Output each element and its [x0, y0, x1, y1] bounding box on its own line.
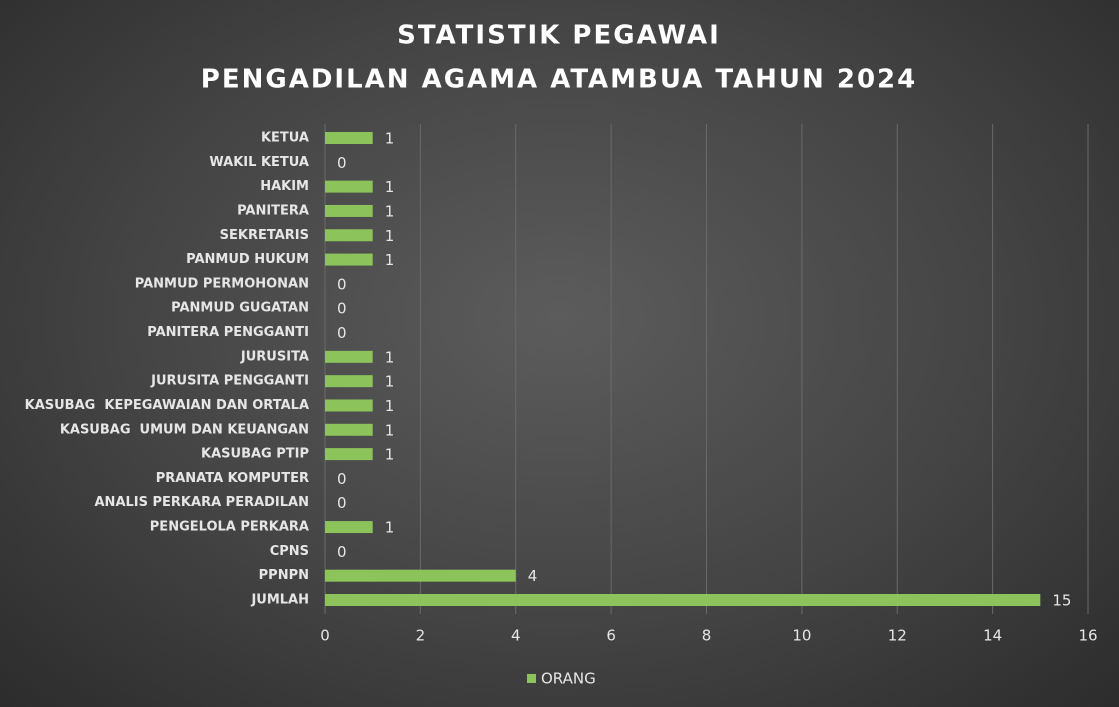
data-label: 1	[385, 251, 395, 269]
y-tick-label: KETUA	[261, 131, 309, 146]
y-tick-label: PRANATA KOMPUTER	[156, 471, 309, 486]
x-tick-label: 4	[511, 627, 521, 645]
bar	[325, 180, 373, 193]
bar	[325, 253, 373, 266]
x-tick-label: 2	[416, 627, 426, 645]
data-label: 1	[385, 519, 395, 537]
data-label: 4	[528, 567, 538, 585]
y-tick-label: KASUBAG KEPEGAWAIAN DAN ORTALA	[25, 398, 309, 413]
data-label: 1	[385, 373, 395, 391]
y-tick-label: ANALIS PERKARA PERADILAN	[95, 495, 310, 510]
data-label: 1	[385, 397, 395, 415]
legend-swatch	[527, 674, 536, 683]
data-label: 0	[337, 300, 347, 318]
y-tick-label: SEKRETARIS	[220, 228, 309, 243]
y-tick-label: KASUBAG UMUM DAN KEUANGAN	[60, 422, 309, 437]
data-label: 1	[385, 421, 395, 439]
bar	[325, 448, 373, 461]
data-label: 0	[337, 494, 347, 512]
y-tick-label: HAKIM	[260, 179, 309, 194]
data-label: 0	[337, 275, 347, 293]
y-tick-label: KASUBAG PTIP	[201, 447, 309, 462]
data-label: 0	[337, 154, 347, 172]
x-tick-label: 14	[983, 627, 1002, 645]
data-label: 1	[385, 227, 395, 245]
y-tick-label: PANITERA PENGGANTI	[147, 325, 309, 340]
data-label: 1	[385, 178, 395, 196]
x-tick-label: 16	[1078, 627, 1097, 645]
y-tick-label: PANITERA	[237, 203, 309, 218]
y-tick-label: JURUSITA	[240, 349, 309, 364]
x-tick-label: 12	[888, 627, 907, 645]
y-tick-label: PANMUD PERMOHONAN	[135, 276, 309, 291]
chart-subtitle: PENGADILAN AGAMA ATAMBUA TAHUN 2024	[201, 65, 917, 95]
bar	[325, 569, 516, 582]
data-label: 1	[385, 130, 395, 148]
y-tick-label: PENGELOLA PERKARA	[150, 520, 309, 535]
legend-label: ORANG	[541, 670, 596, 688]
y-tick-label: PANMUD HUKUM	[186, 252, 309, 267]
x-tick-label: 0	[320, 627, 330, 645]
y-tick-label: WAKIL KETUA	[209, 155, 309, 170]
data-label: 1	[385, 348, 395, 366]
bar	[325, 375, 373, 388]
data-label: 0	[337, 470, 347, 488]
bar	[325, 423, 373, 436]
bar	[325, 229, 373, 242]
data-label: 0	[337, 324, 347, 342]
y-tick-label: PANMUD GUGATAN	[171, 301, 309, 316]
x-tick-label: 10	[792, 627, 811, 645]
data-label: 1	[385, 446, 395, 464]
y-tick-label: PPNPN	[259, 568, 309, 583]
data-label: 0	[337, 543, 347, 561]
y-tick-label: JURUSITA PENGGANTI	[150, 374, 309, 389]
bar	[325, 594, 1041, 606]
x-tick-label: 6	[606, 627, 616, 645]
bar	[325, 399, 373, 412]
bar	[325, 350, 373, 363]
y-tick-label: CPNS	[270, 544, 309, 559]
data-label: 1	[385, 202, 395, 220]
x-tick-label: 8	[702, 627, 712, 645]
bar	[325, 132, 373, 144]
chart-title: STATISTIK PEGAWAI	[397, 21, 721, 51]
bar	[325, 521, 373, 534]
data-label: 15	[1052, 592, 1071, 610]
y-tick-label: JUMLAH	[250, 593, 309, 608]
bar	[325, 204, 373, 217]
